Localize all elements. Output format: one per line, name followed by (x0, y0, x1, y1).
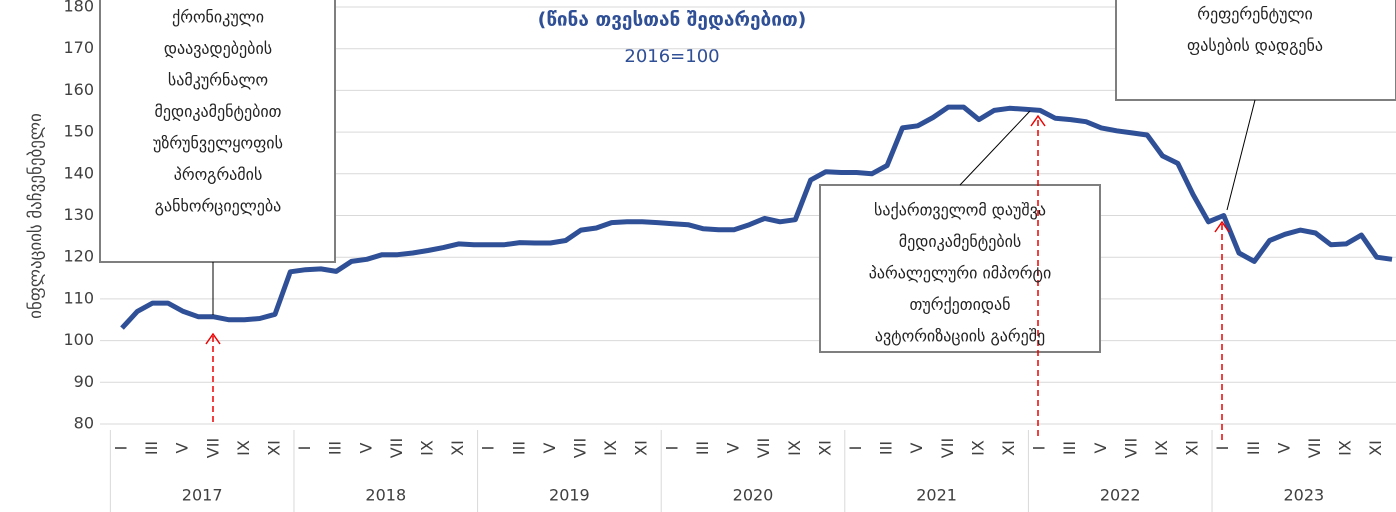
x-tick-label: XI (265, 440, 284, 456)
x-tick-label: VII (571, 438, 590, 458)
x-tick-label: I (295, 446, 314, 451)
x-tick-label: IX (1152, 440, 1171, 456)
x-tick-label: IX (968, 440, 987, 456)
y-tick-label: 130 (63, 205, 94, 224)
annotation-text: ფასების დადგენა (1187, 36, 1323, 55)
x-tick-label: III (1244, 441, 1263, 455)
y-axis-label: ინფლაციის მაჩვენებელი (26, 113, 46, 319)
year-label: 2017 (182, 486, 223, 505)
annotation-text: თურქეთიდან (910, 295, 1011, 314)
y-tick-label: 180 (63, 0, 94, 16)
annotation-text: საქართველომ დაუშვა (874, 201, 1046, 220)
annotation-text: ქრონიკული (172, 8, 264, 27)
annotation-text: განხორციელება (155, 197, 282, 216)
x-tick-label: V (540, 442, 559, 453)
x-tick-label: VII (938, 438, 957, 458)
x-tick-label: VII (1121, 438, 1140, 458)
y-tick-label: 110 (63, 288, 94, 307)
x-tick-label: III (877, 441, 896, 455)
annotation-text: რეფერენტული (1197, 5, 1313, 24)
y-tick-label: 120 (63, 247, 94, 266)
x-tick-label: VII (203, 438, 222, 458)
x-tick-label: V (1091, 442, 1110, 453)
annotation-text: უზრუნველყოფის (153, 134, 283, 153)
x-tick-label: I (662, 446, 681, 451)
arrow-head (1214, 220, 1230, 233)
chart-title: (წინა თვესთან შედარებით) (538, 9, 807, 31)
y-tick-label: 150 (63, 122, 94, 141)
x-tick-label: V (907, 442, 926, 453)
x-tick-label: XI (1366, 440, 1385, 456)
x-tick-label: III (1060, 441, 1079, 455)
arrow-head (1030, 114, 1046, 127)
arrow-head (205, 332, 221, 345)
annotation-text: სამკურნალო (168, 71, 268, 90)
x-tick-label: VII (387, 438, 406, 458)
x-tick-label: XI (632, 440, 651, 456)
y-tick-label: 90 (74, 372, 94, 391)
x-tick-label: I (112, 446, 131, 451)
annotation-box (99, 0, 336, 263)
x-tick-label: I (846, 446, 865, 451)
x-tick-label: III (693, 441, 712, 455)
y-tick-label: 100 (63, 330, 94, 349)
annotation-text: მედიკამენტებით (155, 102, 282, 121)
data-line (120, 104, 1393, 330)
x-tick-label: IX (234, 440, 253, 456)
x-tick-label: IX (601, 440, 620, 456)
year-label: 2023 (1283, 486, 1324, 505)
x-tick-label: XI (1183, 440, 1202, 456)
x-tick-label: V (724, 442, 743, 453)
x-tick-label: IX (418, 440, 437, 456)
x-tick-label: III (326, 441, 345, 455)
annotation-text: მედიკამენტების (899, 232, 1022, 251)
x-tick-label: III (142, 441, 161, 455)
x-tick-label: IX (785, 440, 804, 456)
x-tick-label: I (1213, 446, 1232, 451)
x-tick-label: III (509, 441, 528, 455)
x-tick-label: V (173, 442, 192, 453)
annotation-leader (959, 110, 1031, 186)
year-label: 2021 (916, 486, 957, 505)
x-tick-label: XI (815, 440, 834, 456)
annotation-text: პარალელური იმპორტი (869, 264, 1052, 283)
chart-subtitle: 2016=100 (624, 46, 719, 67)
y-tick-label: 160 (63, 80, 94, 99)
y-tick-label: 140 (63, 163, 94, 182)
annotation-leader (1226, 99, 1256, 211)
x-tick-label: IX (1336, 440, 1355, 456)
annotation-text: დაავადებების (164, 39, 272, 58)
x-tick-label: VII (1305, 438, 1324, 458)
x-tick-label: V (356, 442, 375, 453)
x-tick-label: I (1030, 446, 1049, 451)
year-label: 2022 (1100, 486, 1141, 505)
x-tick-label: I (479, 446, 498, 451)
annotation-box (1115, 0, 1396, 101)
x-tick-label: XI (999, 440, 1018, 456)
year-label: 2019 (549, 486, 590, 505)
x-tick-label: V (1274, 442, 1293, 453)
annotation-text: პროგრამის (174, 165, 263, 184)
y-tick-label: 170 (63, 38, 94, 57)
year-label: 2018 (365, 486, 406, 505)
annotation-text: ავტორიზაციის გარეშე (875, 327, 1045, 346)
year-label: 2020 (733, 486, 774, 505)
x-tick-label: XI (448, 440, 467, 456)
annotation-box (819, 184, 1101, 353)
y-tick-label: 80 (74, 414, 94, 433)
x-tick-label: VII (754, 438, 773, 458)
